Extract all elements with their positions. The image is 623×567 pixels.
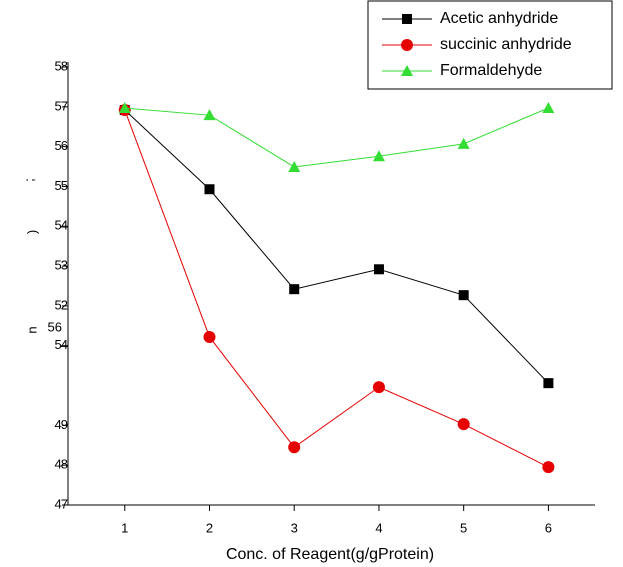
marker [372, 381, 385, 394]
y-tick-label: 52 [55, 297, 68, 312]
x-tick-label: 5 [460, 520, 467, 535]
x-tick-label: 2 [206, 520, 213, 535]
y-tick-label: 53 [55, 258, 68, 273]
y-tick-label: 47 [55, 496, 68, 511]
legend-marker [402, 14, 412, 24]
marker [372, 150, 385, 162]
y-tick-label: 54 [55, 218, 68, 233]
marker [288, 441, 301, 454]
x-tick-label: 1 [121, 520, 128, 535]
x-axis-label: Conc. of Reagent(g/gProtein) [226, 546, 434, 563]
y-tick-label: 55 [55, 178, 68, 193]
x-tick-label: 3 [291, 520, 298, 535]
annotation: 56 [48, 319, 62, 334]
marker [288, 160, 301, 172]
y-tick-label: 58 [55, 58, 68, 73]
marker [289, 284, 300, 295]
marker [457, 418, 470, 431]
marker [458, 290, 469, 301]
y-tick-label: 56 [55, 138, 68, 153]
legend-label: Formaldehyde [440, 62, 542, 79]
marker [457, 137, 470, 149]
marker [203, 330, 216, 343]
legend-marker [401, 65, 413, 76]
y-tick-label: 54 [55, 337, 68, 352]
y-tick-label: 57 [55, 98, 68, 113]
legend-marker [401, 39, 413, 51]
x-tick-label: 6 [545, 520, 552, 535]
series-line [124, 109, 549, 384]
marker [542, 461, 555, 474]
y-label-fragment: ) [24, 230, 39, 234]
marker [543, 378, 554, 389]
marker [118, 102, 131, 114]
series-line [124, 107, 549, 168]
y-tick-label: 49 [55, 417, 68, 432]
y-label-fragment: ; [21, 178, 36, 182]
marker [203, 109, 216, 121]
y-tick-label: 48 [55, 457, 68, 472]
marker [204, 184, 215, 195]
marker [542, 102, 555, 114]
x-tick-label: 4 [375, 520, 382, 535]
marker [373, 264, 384, 275]
legend-label: Acetic anhydride [440, 10, 558, 27]
legend-label: succinic anhydride [440, 36, 572, 53]
y-label-fragment: n [24, 326, 39, 333]
series-line [124, 109, 549, 468]
